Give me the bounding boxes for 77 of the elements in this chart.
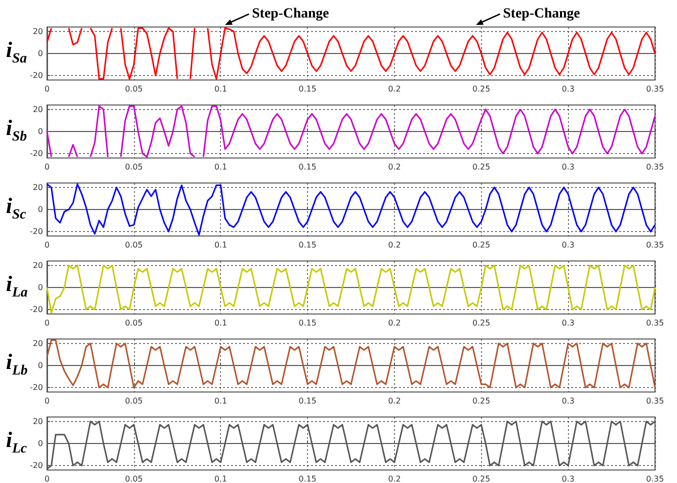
x-tick-label: 0.3 [562,396,575,406]
x-tick-label: 0 [44,396,50,406]
x-tick-label: 0.25 [472,318,490,328]
x-tick-label: 0.35 [646,240,664,250]
x-tick-label: 0.35 [646,474,664,483]
x-tick-label: 0.15 [298,318,316,328]
y-tick-label: 0 [38,127,43,136]
x-tick-label: 0.2 [388,318,401,328]
x-tick-label: 0.1 [214,318,228,328]
text: Step-Change [503,6,580,22]
y-tick-label: -20 [30,383,43,392]
x-tick-label: 0.1 [214,162,228,172]
y-tick-label: 20 [32,260,43,270]
line-series [46,264,656,314]
y-axis-title: i$_{Sc}$ [6,193,26,224]
y-axis-title: i$_{Lb}$ [6,349,28,380]
y-tick-label: 0 [38,283,43,292]
x-tick-label: 0.05 [124,240,143,250]
y-axis-title: i$_{Sb}$ [6,115,27,146]
x-tick-label: 0.15 [298,396,316,406]
line-series [46,339,656,388]
x-tick-label: 0.3 [562,84,575,94]
x-tick-label: 0.25 [472,240,490,250]
x-tick-label: 0.35 [646,84,664,94]
x-tick-label: 0.05 [124,318,143,328]
x-tick-label: 0.25 [472,396,490,406]
x-tick-label: 0.1 [214,240,228,250]
y-tick-label: 20 [32,104,43,114]
x-tick-label: 0 [44,162,50,172]
x-tick-label: 0.2 [388,162,401,172]
x-tick-label: 0.15 [298,162,316,172]
x-tick-label: 0.1 [214,84,228,94]
x-tick-label: 0 [44,240,50,250]
x-tick-label: 0.3 [562,240,575,250]
x-tick-label: 0.05 [124,396,143,406]
line-series [46,183,656,236]
y-tick-label: -20 [30,227,43,236]
y-tick-label: 0 [38,205,43,214]
y-tick-label: -20 [30,71,43,80]
y-axis-title: i$_{Lc}$ [6,427,27,458]
x-tick-label: 0.05 [124,162,143,172]
x-tick-label: 0 [44,474,50,483]
x-tick-label: 0.3 [562,318,575,328]
x-tick-label: 0.35 [646,318,664,328]
x-tick-label: 0.25 [472,84,490,94]
y-tick-label: -20 [30,149,43,158]
y-tick-label: 0 [38,439,43,448]
x-tick-label: 0.35 [646,396,664,406]
x-tick-label: 0 [44,84,50,94]
x-tick-label: 0.05 [124,474,143,483]
x-tick-label: 0.05 [124,84,143,94]
x-tick-label: 0.25 [472,474,490,483]
y-tick-label: 20 [32,416,43,426]
x-tick-label: 0.35 [646,162,664,172]
y-tick-label: -20 [30,305,43,314]
y-axis-title: i$_{Sa}$ [6,37,27,68]
y-tick-label: 20 [32,338,43,348]
x-tick-label: 0 [44,318,50,328]
y-tick-label: -20 [30,461,43,470]
x-tick-label: 0.25 [472,162,490,172]
x-tick-label: 0.2 [388,84,401,94]
text: Step-Change [252,6,330,22]
x-tick-label: 0.2 [388,240,401,250]
x-tick-label: 0.1 [214,474,228,483]
x-tick-label: 0.2 [388,474,401,483]
x-tick-label: 0.15 [298,240,316,250]
y-tick-label: 20 [32,26,43,36]
y-axis-title: i$_{La}$ [6,271,28,302]
x-tick-label: 0.3 [562,474,575,483]
y-tick-label: 20 [32,182,43,192]
x-tick-label: 0.3 [562,162,575,172]
y-tick-label: 0 [38,49,43,58]
x-tick-label: 0.15 [298,84,316,94]
x-tick-label: 0.2 [388,396,401,406]
y-tick-label: 0 [38,361,43,370]
x-tick-label: 0.15 [298,474,316,483]
x-tick-label: 0.1 [214,396,228,406]
